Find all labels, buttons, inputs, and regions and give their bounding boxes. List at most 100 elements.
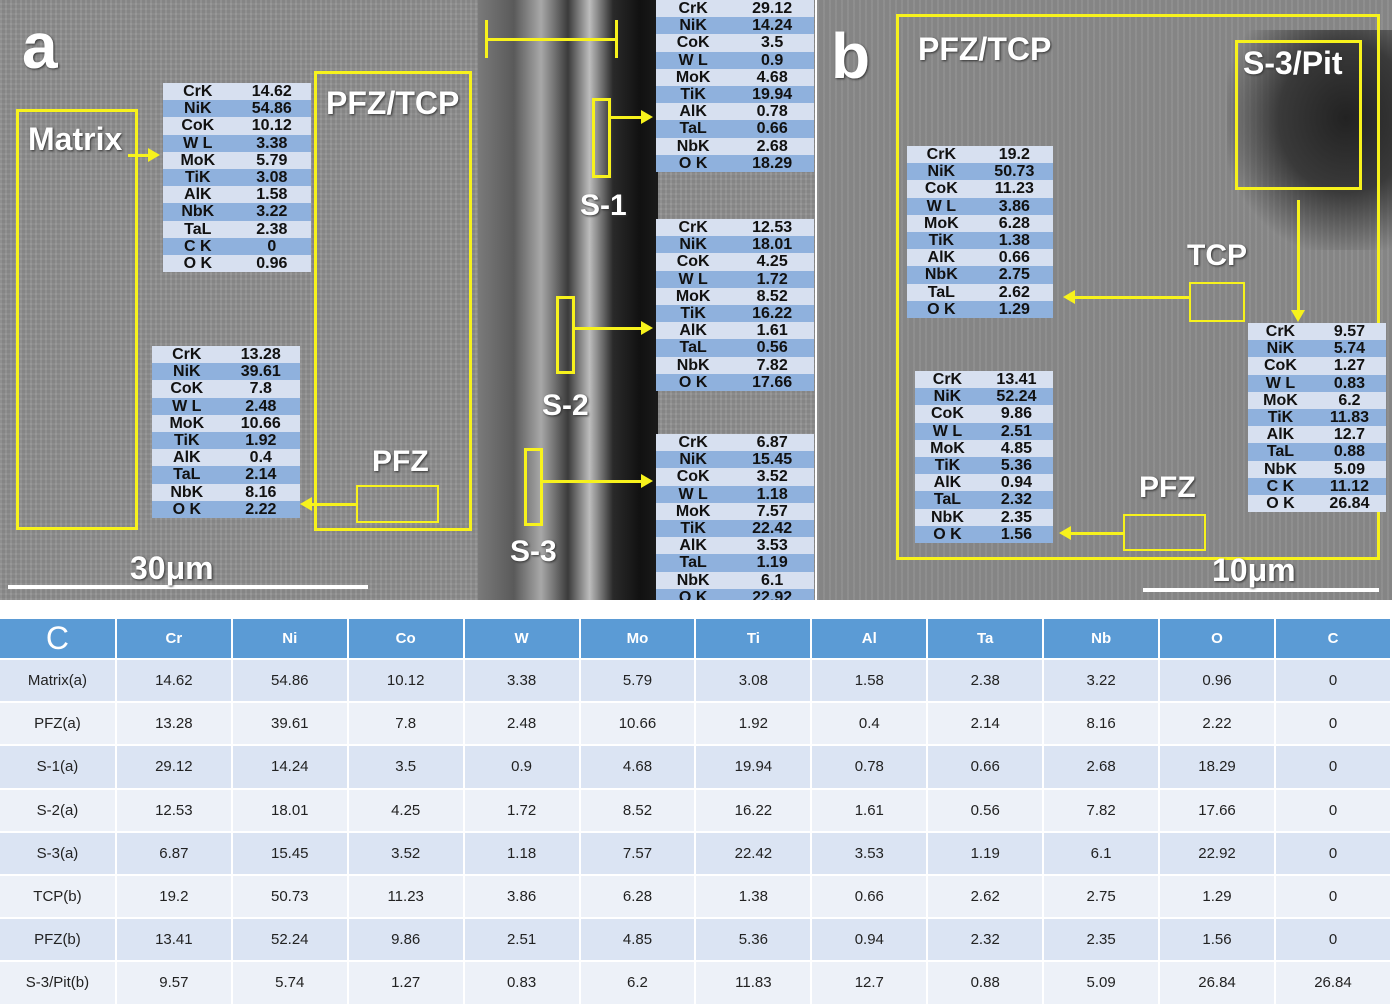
column-header: O: [1159, 619, 1276, 659]
row-label: S-2(a): [0, 787, 117, 832]
element-name: TaL: [1248, 443, 1313, 461]
composition-row: O K 22.92: [656, 588, 814, 600]
table-cell: 2.68: [1043, 744, 1161, 789]
table-cell: 13.28: [115, 701, 233, 746]
composition-row: W L 0.9: [656, 51, 814, 69]
element-value: 0.4: [221, 449, 300, 467]
composition-row: CrK 13.28: [152, 346, 300, 364]
table-row: PFZ(b) 13.41 52.24 9.86 2.51 4.85 5.36 0.94 2.32…: [0, 917, 1392, 962]
element-value: 11.23: [975, 180, 1053, 198]
element-value: 3.38: [232, 134, 311, 152]
element-name: CrK: [907, 146, 976, 164]
element-value: 5.79: [232, 151, 311, 169]
composition-row: O K 26.84: [1248, 494, 1386, 513]
composition-box-matrix: CrK 14.62 NiK 54.86 CoK 10.12 W L 3.38 MoK 5.79 Ti…: [163, 83, 311, 273]
table-cell: 19.94: [695, 744, 813, 789]
composition-row: TiK 1.38: [907, 231, 1053, 250]
table-cell: 1.61: [811, 787, 929, 832]
element-name: TiK: [915, 456, 980, 475]
scale-bar-b: [1143, 588, 1379, 592]
element-name: CoK: [1248, 357, 1313, 375]
element-value: 5.74: [1312, 340, 1386, 358]
table-cell: 12.7: [811, 960, 929, 1004]
table-cell: 0: [1274, 657, 1392, 703]
dimension-marker: [485, 20, 618, 58]
composition-row: CrK 13.41: [915, 371, 1053, 389]
table-cell: 3.08: [695, 657, 813, 703]
table-cell: 4.25: [347, 787, 465, 832]
pfz-label: PFZ: [372, 445, 429, 478]
composition-row: TaL 1.19: [656, 554, 814, 572]
table-cell: 0.56: [927, 787, 1045, 832]
row-label: S-3(a): [0, 830, 117, 875]
element-value: 54.86: [232, 100, 311, 118]
table-cell: 8.52: [579, 787, 697, 832]
composition-box-pfz-a: CrK 13.28 NiK 39.61 CoK 7.8 W L 2.48 MoK 10.66 TiK…: [152, 346, 300, 518]
element-value: 5.09: [1312, 460, 1386, 478]
composition-row: TaL 0.88: [1248, 443, 1386, 461]
table-row: S-3(a) 6.87 15.45 3.52 1.18 7.57 22.42 3.53 1.19…: [0, 830, 1392, 875]
table-cell: 18.01: [231, 787, 349, 832]
element-value: 10.66: [221, 414, 300, 432]
element-name: W L: [152, 397, 222, 415]
pit-region: [1227, 30, 1392, 250]
element-value: 12.7: [1312, 426, 1386, 444]
composition-row: CoK 3.52: [656, 468, 814, 486]
element-name: TaL: [656, 339, 731, 357]
element-value: 3.22: [232, 203, 311, 221]
table-cell: 0.94: [811, 917, 929, 962]
element-name: TaL: [163, 220, 233, 238]
table-cell: 26.84: [1159, 960, 1276, 1004]
composition-row: CoK 4.25: [656, 253, 814, 271]
element-name: TiK: [163, 168, 233, 187]
element-name: W L: [163, 134, 233, 152]
table-cell: 19.2: [115, 873, 233, 919]
s3-pit-label: S-3/Pit: [1243, 45, 1343, 81]
table-cell: 18.29: [1159, 744, 1276, 789]
table-header-row: C Cr Ni Co W Mo Ti Al Ta Nb O C: [0, 619, 1392, 659]
composition-row: TiK 5.36: [915, 456, 1053, 475]
element-name: MoK: [915, 439, 980, 457]
table-cell: 0.78: [811, 744, 929, 789]
element-value: 52.24: [979, 388, 1053, 406]
element-value: 3.08: [232, 168, 311, 187]
column-header: W: [463, 619, 581, 659]
element-value: 6.28: [975, 214, 1053, 232]
element-name: AlK: [163, 186, 233, 204]
element-value: 3.53: [730, 537, 814, 555]
composition-row: O K 18.29: [656, 154, 814, 172]
composition-row: CoK 3.5: [656, 34, 814, 52]
element-name: CoK: [656, 34, 731, 52]
element-name: NiK: [656, 451, 731, 469]
element-name: AlK: [152, 449, 222, 467]
table-cell: 12.53: [115, 787, 233, 832]
column-header: Al: [811, 619, 929, 659]
column-header: Mo: [579, 619, 697, 659]
composition-box-s1: CrK 29.12 NiK 14.24 CoK 3.5 W L 0.9 MoK 4.68 TiK 19…: [656, 0, 814, 172]
table-cell: 22.92: [1159, 830, 1276, 875]
element-value: 16.22: [730, 304, 814, 323]
element-value: 0.94: [979, 474, 1053, 492]
element-name: AlK: [656, 322, 731, 340]
composition-row: CrK 12.53: [656, 219, 814, 237]
table-cell: 2.14: [927, 701, 1045, 746]
element-name: NbK: [656, 571, 731, 589]
element-name: TaL: [656, 554, 731, 572]
table-cell: 3.52: [347, 830, 465, 875]
element-value: 4.85: [979, 439, 1053, 457]
table-cell: 50.73: [231, 873, 349, 919]
table-cell: 0.9: [463, 744, 581, 789]
composition-row: W L 3.38: [163, 134, 311, 152]
table-cell: 11.23: [347, 873, 465, 919]
element-value: 0: [232, 237, 311, 255]
composition-row: NiK 54.86: [163, 100, 311, 118]
table-cell: 0.96: [1159, 657, 1276, 703]
table-cell: 3.53: [811, 830, 929, 875]
element-value: 2.35: [979, 508, 1053, 526]
composition-row: NbK 8.16: [152, 483, 300, 501]
composition-row: AlK 3.53: [656, 537, 814, 555]
column-header: Ni: [231, 619, 349, 659]
matrix-arrow: [128, 148, 160, 162]
element-value: 0.66: [975, 249, 1053, 267]
composition-row: W L 2.51: [915, 422, 1053, 440]
